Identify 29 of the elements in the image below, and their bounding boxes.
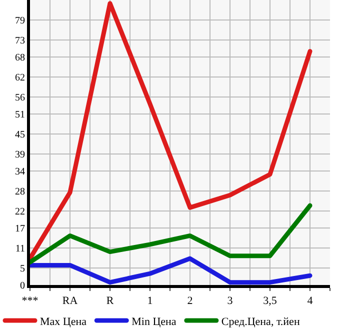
y-tick-label: 73 (15, 36, 25, 47)
line-series (30, 203, 312, 264)
x-tick-label: R (106, 295, 114, 308)
x-tick-label: *** (22, 295, 38, 308)
line-series (30, 256, 312, 285)
y-tick-label: 0 (20, 280, 25, 292)
y-tick-label: 22 (15, 206, 25, 218)
y-tick-label: 79 (15, 16, 25, 27)
y-tick-label: 17 (15, 224, 25, 234)
y-tick-label: 11 (15, 244, 25, 255)
y-tick-label: 39 (15, 150, 25, 161)
y-tick-label: 51 (15, 110, 25, 120)
x-tick-label: 3,5 (263, 295, 278, 308)
x-tick-label: 1 (147, 295, 153, 308)
legend-label: Сред.Цена, т.йен (221, 316, 300, 328)
y-tick-label: 62 (15, 72, 25, 84)
legend-label: Max Цена (40, 316, 87, 328)
y-tick-label: 56 (15, 92, 25, 104)
y-tick-label: 68 (15, 52, 25, 64)
y-tick-label: 34 (15, 166, 25, 178)
line-series (30, 1, 312, 261)
y-tick-label: 28 (15, 186, 25, 198)
x-tick-label: 3 (227, 295, 234, 308)
y-tick-label: 45 (15, 130, 25, 141)
x-tick-label: 2 (187, 295, 193, 308)
y-tick-label: 5 (20, 264, 25, 275)
legend-label: Min Цена (132, 316, 176, 328)
x-tick-label: RA (62, 295, 78, 308)
x-tick-label: 4 (307, 295, 314, 308)
